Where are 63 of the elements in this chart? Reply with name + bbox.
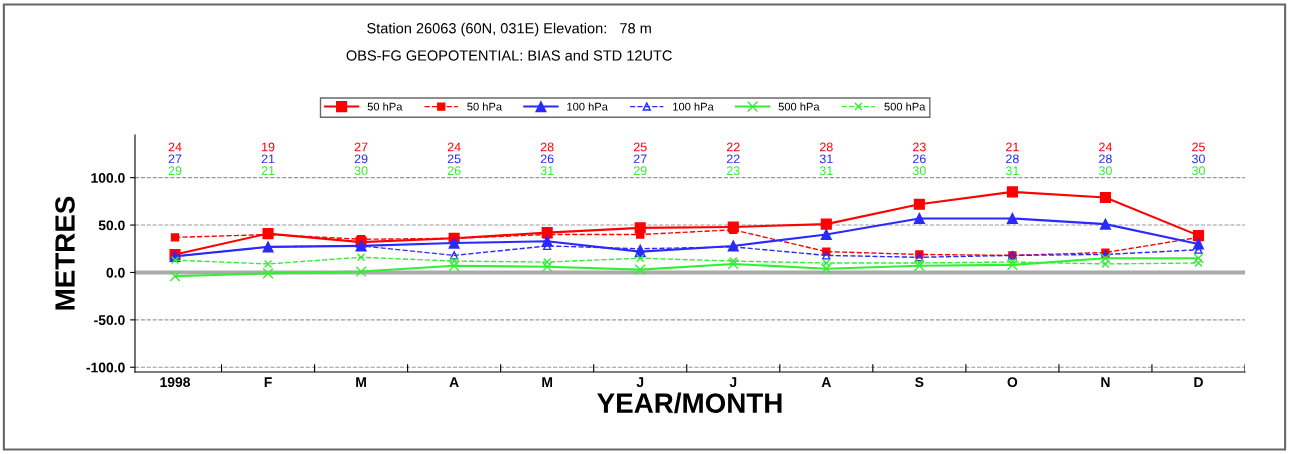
- legend-label: 500 hPa: [884, 102, 926, 111]
- annotation: 24: [168, 142, 182, 152]
- annotation: 24: [1099, 142, 1113, 152]
- x-tick-label: 1998: [160, 377, 191, 388]
- y-tick-label: 50.0: [98, 220, 125, 231]
- y-tick-label: -50.0: [94, 315, 125, 326]
- annotation: 29: [354, 154, 368, 164]
- annotation: 23: [913, 142, 926, 152]
- x-tick-label: M: [356, 377, 366, 387]
- chart-subtitle: OBS-FG GEOPOTENTIAL: BIAS and STD 12UTC: [346, 49, 672, 61]
- annotation: 27: [354, 142, 368, 152]
- legend-label: 50 hPa: [367, 102, 403, 111]
- annotation: 25: [633, 142, 647, 152]
- annotation: 26: [540, 154, 554, 164]
- annotation: 19: [262, 142, 275, 152]
- annotation: 28: [540, 142, 554, 152]
- legend-label: 100 hPa: [673, 102, 714, 111]
- annotation: 29: [633, 166, 647, 176]
- x-tick-label: N: [1101, 377, 1110, 387]
- annotation: 22: [726, 142, 740, 152]
- annotation: 30: [1192, 166, 1205, 176]
- annotation: 31: [540, 166, 554, 176]
- annotation: 30: [1098, 166, 1112, 176]
- annotation: 28: [1099, 154, 1112, 164]
- annotation: 29: [168, 166, 182, 176]
- x-tick-label: F: [264, 377, 272, 387]
- annotation: 23: [726, 166, 740, 176]
- annotation: 21: [261, 154, 275, 164]
- x-tick-label: J: [729, 377, 737, 388]
- annotation: 21: [1006, 142, 1019, 152]
- annotation: 26: [913, 154, 926, 164]
- x-tick-label: O: [1007, 377, 1018, 388]
- annotation: 24: [447, 142, 461, 152]
- annotation: 30: [1192, 154, 1205, 164]
- annotation: 30: [354, 166, 368, 176]
- y-axis-title: METRES: [55, 196, 75, 310]
- x-tick-label: M: [542, 377, 553, 387]
- legend-label: 500 hPa: [778, 102, 820, 111]
- x-tick-label: J: [636, 377, 644, 388]
- annotation: 25: [1192, 142, 1205, 152]
- annotation: 30: [912, 166, 926, 176]
- x-tick-label: A: [821, 377, 831, 387]
- annotation: 21: [261, 166, 275, 175]
- annotation: 26: [447, 166, 461, 176]
- annotation: 28: [819, 142, 833, 152]
- annotation: 22: [726, 154, 740, 164]
- y-tick-label: -100.0: [86, 362, 125, 373]
- legend-label: 100 hPa: [567, 102, 608, 111]
- x-tick-label: S: [915, 377, 924, 388]
- x-axis-title: YEAR/MONTH: [597, 392, 782, 414]
- annotation: 27: [168, 154, 182, 164]
- annotation: 28: [1006, 154, 1019, 164]
- legend-label: 50 hPa: [467, 102, 503, 111]
- annotation: 27: [633, 154, 647, 164]
- y-tick-label: 100.0: [91, 172, 125, 183]
- x-tick-label: A: [449, 377, 459, 387]
- annotation: 31: [819, 166, 833, 176]
- y-tick-label: 0.0: [106, 267, 125, 278]
- x-tick-label: D: [1194, 377, 1203, 387]
- chart-title: Station 26063 (60N, 031E) Elevation: 78 m: [367, 22, 651, 37]
- annotation: 31: [819, 154, 833, 164]
- annotation: 25: [447, 154, 461, 164]
- annotation: 31: [1005, 166, 1019, 176]
